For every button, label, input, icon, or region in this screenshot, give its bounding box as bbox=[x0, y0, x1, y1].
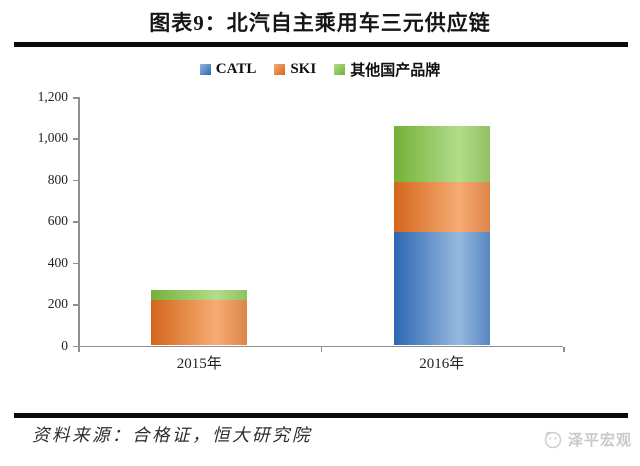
legend-label: SKI bbox=[290, 61, 317, 77]
bar-segment-其他国产品牌 bbox=[151, 289, 248, 300]
legend-swatch-icon bbox=[274, 64, 286, 75]
top-divider bbox=[14, 42, 628, 47]
y-tick-mark bbox=[73, 262, 78, 265]
legend-swatch-icon bbox=[199, 64, 211, 75]
page-title: 图表9：北汽自主乘用车三元供应链 bbox=[149, 11, 491, 35]
x-tick-mark bbox=[320, 347, 322, 352]
x-tick-mark bbox=[78, 347, 80, 352]
y-tick-label: 600 bbox=[47, 213, 68, 229]
legend-item-其他国产品牌: 其他国产品牌 bbox=[334, 59, 440, 80]
y-tick-mark bbox=[73, 345, 78, 347]
brand-logo: 泽平宏观 bbox=[542, 428, 632, 450]
y-tick-label: 0 bbox=[61, 337, 68, 353]
brand-mascot-icon bbox=[544, 431, 562, 449]
bar-segment-ski bbox=[393, 181, 490, 232]
bar-segment-其他国产品牌 bbox=[393, 125, 490, 182]
x-axis-line bbox=[78, 345, 563, 347]
legend-label: CATL bbox=[215, 61, 257, 77]
legend-item-catl: CATL bbox=[199, 61, 257, 78]
x-category-label: 2016年 bbox=[419, 356, 465, 372]
legend-item-ski: SKI bbox=[274, 61, 316, 78]
y-tick-label: 800 bbox=[47, 171, 68, 187]
bar-segment-catl bbox=[393, 231, 490, 346]
y-tick-mark bbox=[73, 138, 78, 140]
y-tick-mark bbox=[73, 304, 78, 306]
legend-label: 其他国产品牌 bbox=[350, 63, 441, 79]
y-tick-label: 1,200 bbox=[37, 89, 68, 104]
y-tick-label: 200 bbox=[47, 296, 68, 312]
y-tick-label: 1,000 bbox=[37, 130, 68, 146]
y-tick-mark bbox=[73, 221, 78, 223]
y-tick-mark bbox=[73, 179, 78, 182]
source-note: 资料来源：合格证，恒大研究院 bbox=[32, 425, 312, 445]
bottom-divider bbox=[14, 413, 628, 418]
x-category-label: 2015年 bbox=[176, 356, 222, 372]
y-axis-line bbox=[78, 97, 80, 347]
brand-logo-text: 泽平宏观 bbox=[567, 432, 632, 449]
y-tick-label: 400 bbox=[47, 254, 68, 270]
bar-segment-ski bbox=[151, 299, 248, 346]
x-tick-mark bbox=[563, 347, 565, 352]
chart-legend: CATL SKI 其他国产品牌 bbox=[0, 59, 640, 80]
legend-swatch-icon bbox=[334, 64, 346, 75]
y-tick-mark bbox=[73, 97, 78, 99]
